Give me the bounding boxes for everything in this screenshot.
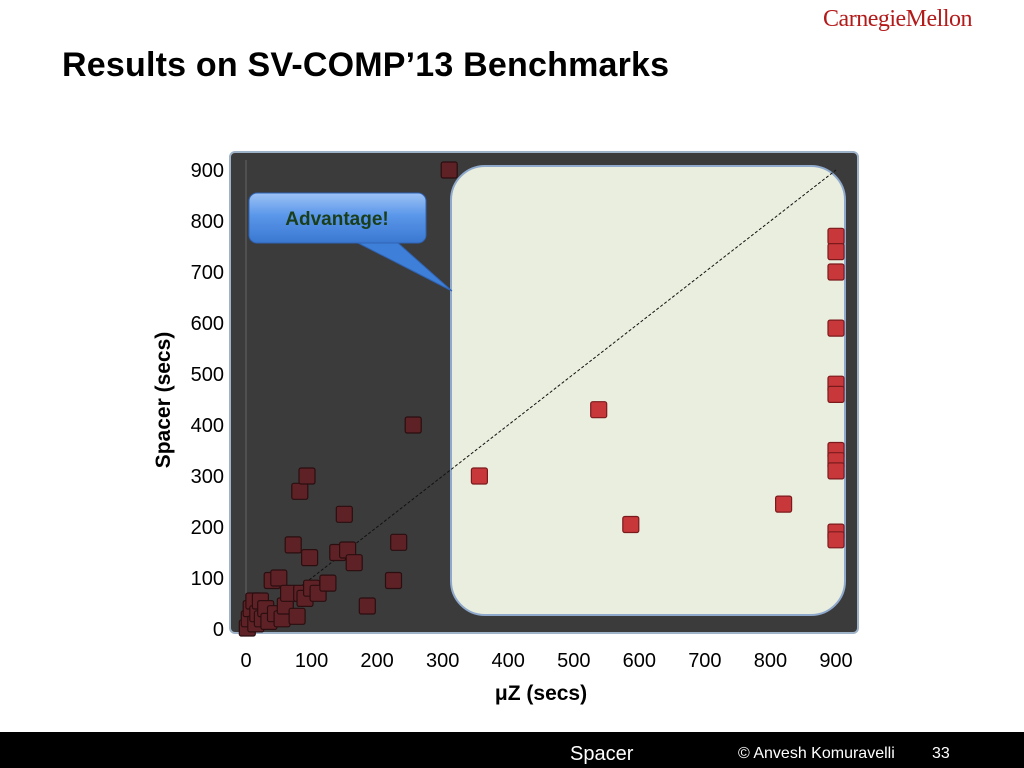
- x-tick-label: 700: [688, 650, 721, 672]
- x-tick-label: 0: [240, 650, 251, 672]
- page-number: 33: [932, 745, 950, 762]
- data-point: [827, 263, 845, 281]
- slide-footer: Spacer © Anvesh Komuravelli 33: [0, 732, 1024, 768]
- data-point: [288, 607, 306, 625]
- y-tick-labels: 0 100 200 300 400 500 600 700 800 900: [191, 160, 224, 641]
- data-point: [827, 243, 845, 261]
- university-logo: CarnegieMellon: [823, 6, 972, 32]
- y-tick-label: 300: [191, 466, 224, 488]
- footer-title: Spacer: [570, 743, 634, 765]
- data-point: [291, 482, 309, 500]
- diagonal-line: [245, 169, 837, 630]
- y-tick-label: 600: [191, 313, 224, 335]
- data-point: [284, 536, 302, 554]
- advantage-region: [450, 165, 846, 616]
- callout-box: [248, 192, 427, 244]
- scatter-chart: Advantage! 0 100 200 300 400 500 600 700 800 900 …: [152, 151, 859, 705]
- callout-text: Advantage!: [285, 209, 388, 230]
- data-point: [384, 571, 403, 590]
- y-tick-label: 100: [191, 568, 224, 590]
- data-point: [827, 227, 845, 245]
- x-tick-label: 400: [492, 650, 525, 672]
- data-point: [590, 401, 608, 419]
- data-point: [358, 597, 376, 615]
- x-axis-title: μZ (secs): [495, 682, 587, 705]
- footer-author: © Anvesh Komuravelli: [738, 745, 895, 762]
- x-tick-label: 800: [754, 650, 787, 672]
- x-tick-label: 500: [557, 650, 590, 672]
- data-point: [827, 385, 845, 403]
- advantage-callout: Advantage!: [248, 192, 453, 292]
- x-tick-label: 200: [360, 650, 393, 672]
- data-point: [470, 467, 488, 485]
- y-tick-label: 900: [191, 160, 224, 182]
- data-point: [335, 505, 353, 523]
- data-point: [827, 531, 845, 549]
- y-tick-label: 400: [191, 415, 224, 437]
- y-tick-label: 800: [191, 211, 224, 233]
- data-point: [622, 515, 640, 534]
- y-axis-title: Spacer (secs): [152, 332, 175, 469]
- data-point: [270, 569, 288, 587]
- x-tick-label: 300: [426, 650, 459, 672]
- y-tick-label: 700: [191, 262, 224, 284]
- y-tick-label: 500: [191, 364, 224, 386]
- x-tick-label: 100: [295, 650, 328, 672]
- data-point: [390, 533, 408, 551]
- x-tick-label: 900: [819, 650, 852, 672]
- y-tick-label: 0: [213, 619, 224, 641]
- x-tick-labels: 0 100 200 300 400 500 600 700 800 900: [240, 650, 852, 672]
- data-point: [440, 161, 458, 179]
- data-point: [404, 416, 422, 434]
- data-point: [345, 554, 363, 572]
- x-tick-label: 600: [623, 650, 656, 672]
- slide-title: Results on SV-COMP’13 Benchmarks: [62, 46, 670, 84]
- data-point: [298, 467, 316, 485]
- data-markers: [238, 161, 845, 637]
- data-point: [827, 462, 845, 480]
- data-point: [301, 548, 319, 567]
- y-tick-label: 200: [191, 517, 224, 539]
- data-point: [827, 319, 845, 337]
- data-point: [774, 495, 793, 513]
- data-point: [319, 574, 337, 592]
